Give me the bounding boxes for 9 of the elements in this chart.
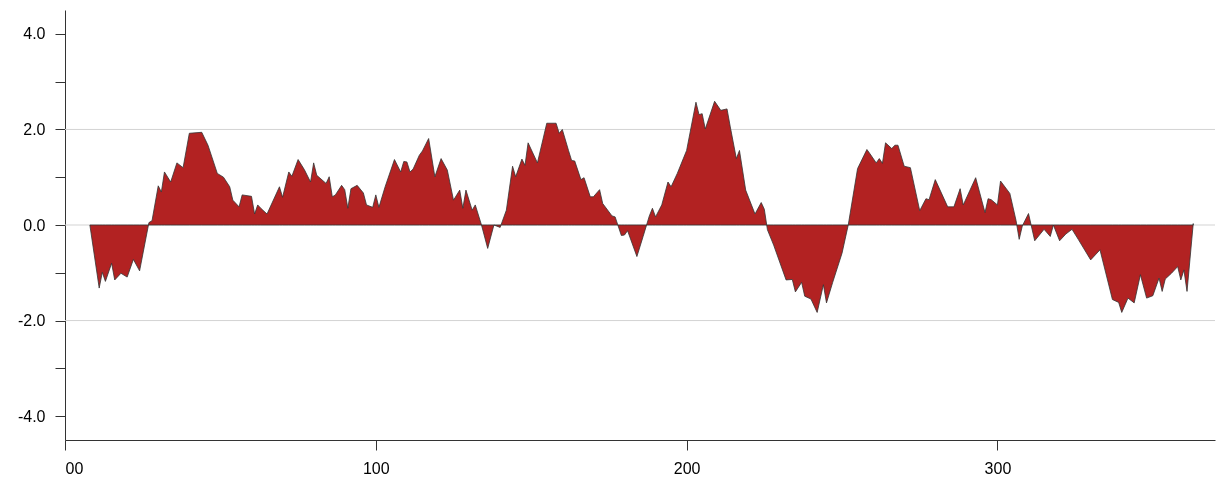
y-tick-label: -2.0: [17, 312, 46, 330]
x-tick-label: 100: [362, 459, 390, 477]
x-tick-label: 00: [65, 459, 84, 477]
y-tick-label: 2.0: [23, 120, 46, 138]
x-tick-label: 200: [673, 459, 701, 477]
y-tick-label: 0.0: [23, 216, 46, 234]
y-tick-label: -4.0: [17, 407, 46, 425]
y-tick-label: 4.0: [23, 25, 46, 43]
x-tick-label: 300: [984, 459, 1012, 477]
